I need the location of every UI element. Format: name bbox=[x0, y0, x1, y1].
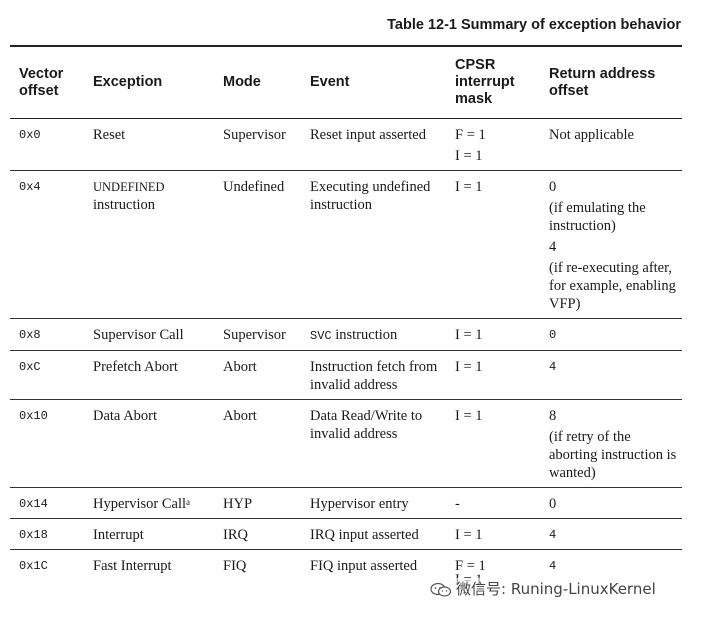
table-row: 0x8 Supervisor Call Supervisor SVC instr… bbox=[10, 319, 682, 351]
table-row: 0x18 Interrupt IRQ IRQ input asserted I … bbox=[10, 519, 682, 550]
header-exception: Exception bbox=[93, 74, 163, 90]
wechat-icon bbox=[430, 582, 452, 597]
header-event: Event bbox=[310, 74, 350, 90]
mode-cell: IRQ bbox=[223, 527, 248, 543]
vector-offset-cell: 0x8 bbox=[19, 328, 41, 342]
header-cpsr-mask: CPSR interrupt mask bbox=[455, 57, 515, 107]
table-row: 0x14 Hypervisor Calla HYP Hypervisor ent… bbox=[10, 488, 682, 519]
vector-offset-cell: 0x1C bbox=[19, 559, 48, 573]
return-offset-cell: 4 bbox=[549, 559, 557, 573]
mode-cell: Undefined bbox=[223, 179, 285, 195]
event-cell: Reset input asserted bbox=[310, 127, 426, 143]
mask-cell: I = 1 bbox=[455, 327, 483, 343]
return-offset-cell: 0 bbox=[549, 328, 557, 342]
mode-cell: Abort bbox=[223, 408, 257, 424]
exception-table: Vector offset Exception Mode Event CPSR in… bbox=[10, 45, 682, 594]
exception-cell: Interrupt bbox=[93, 527, 144, 543]
return-offset-cell: 8 (if retry of the aborting instruction i… bbox=[549, 408, 677, 481]
return-offset-cell: 4 bbox=[549, 360, 557, 374]
exception-cell: Data Abort bbox=[93, 408, 158, 424]
table-row: 0x4 UNDEFINED instruction Undefined Execu… bbox=[10, 171, 682, 319]
mask-cell: I = 1 bbox=[455, 179, 483, 195]
return-offset-cell: 0 bbox=[549, 496, 557, 512]
vector-offset-cell: 0x4 bbox=[19, 180, 41, 194]
mode-cell: Abort bbox=[223, 359, 257, 375]
vector-offset-cell: 0x18 bbox=[19, 528, 48, 542]
mode-cell: Supervisor bbox=[223, 327, 286, 343]
exception-cell: Reset bbox=[93, 127, 126, 143]
table-row: 0x0 Reset Supervisor Reset input asserte… bbox=[10, 119, 682, 171]
return-offset-cell: 4 bbox=[549, 528, 557, 542]
vector-offset-cell: 0xC bbox=[19, 360, 41, 374]
table-row: 0x10 Data Abort Abort Data Read/Write to… bbox=[10, 400, 682, 488]
return-offset-cell: 0 (if emulating the instruction) 4 (if r… bbox=[549, 179, 676, 312]
event-cell: Hypervisor entry bbox=[310, 496, 409, 512]
mask-cell: I = 1 bbox=[455, 408, 483, 424]
return-offset-cell: Not applicable bbox=[549, 127, 634, 143]
exception-cell: Prefetch Abort bbox=[93, 359, 178, 375]
header-return-offset: Return address offset bbox=[549, 65, 656, 99]
mode-cell: HYP bbox=[223, 496, 253, 512]
vector-offset-cell: 0x10 bbox=[19, 409, 48, 423]
event-cell: IRQ input asserted bbox=[310, 527, 419, 543]
mode-cell: FIQ bbox=[223, 558, 247, 574]
vector-offset-cell: 0x0 bbox=[19, 128, 41, 142]
exception-cell: Fast Interrupt bbox=[93, 558, 172, 574]
exception-cell: Supervisor Call bbox=[93, 327, 184, 343]
exception-cell: Hypervisor Calla bbox=[93, 496, 191, 512]
table-row: 0x1C Fast Interrupt FIQ FIQ input assert… bbox=[10, 550, 682, 595]
event-cell: Instruction fetch from invalid address bbox=[310, 359, 438, 393]
mode-cell: Supervisor bbox=[223, 127, 286, 143]
event-cell: SVC instruction bbox=[310, 327, 398, 343]
mask-cell: I = 1 bbox=[455, 527, 483, 543]
header-mode: Mode bbox=[223, 74, 261, 90]
svc-code: SVC bbox=[310, 329, 332, 343]
header-vector-offset: Vector offset bbox=[19, 65, 64, 99]
mask-cell: I = 1 bbox=[455, 359, 483, 375]
footnote-marker: a bbox=[186, 497, 191, 507]
vector-offset-cell: 0x14 bbox=[19, 497, 48, 511]
header-row: Vector offset Exception Mode Event CPSR in… bbox=[10, 46, 682, 119]
table-row: 0xC Prefetch Abort Abort Instruction fet… bbox=[10, 351, 682, 400]
table-caption: Table 12-1 Summary of exception behavior bbox=[387, 17, 681, 33]
event-cell: Executing undefined instruction bbox=[310, 179, 431, 213]
event-cell: Data Read/Write to invalid address bbox=[310, 408, 423, 442]
exception-cell: UNDEFINED instruction bbox=[93, 180, 165, 213]
event-cell: FIQ input asserted bbox=[310, 558, 418, 574]
watermark: 微信号: Runing-LinuxKernel bbox=[428, 578, 658, 599]
mask-cell: - bbox=[455, 496, 460, 512]
